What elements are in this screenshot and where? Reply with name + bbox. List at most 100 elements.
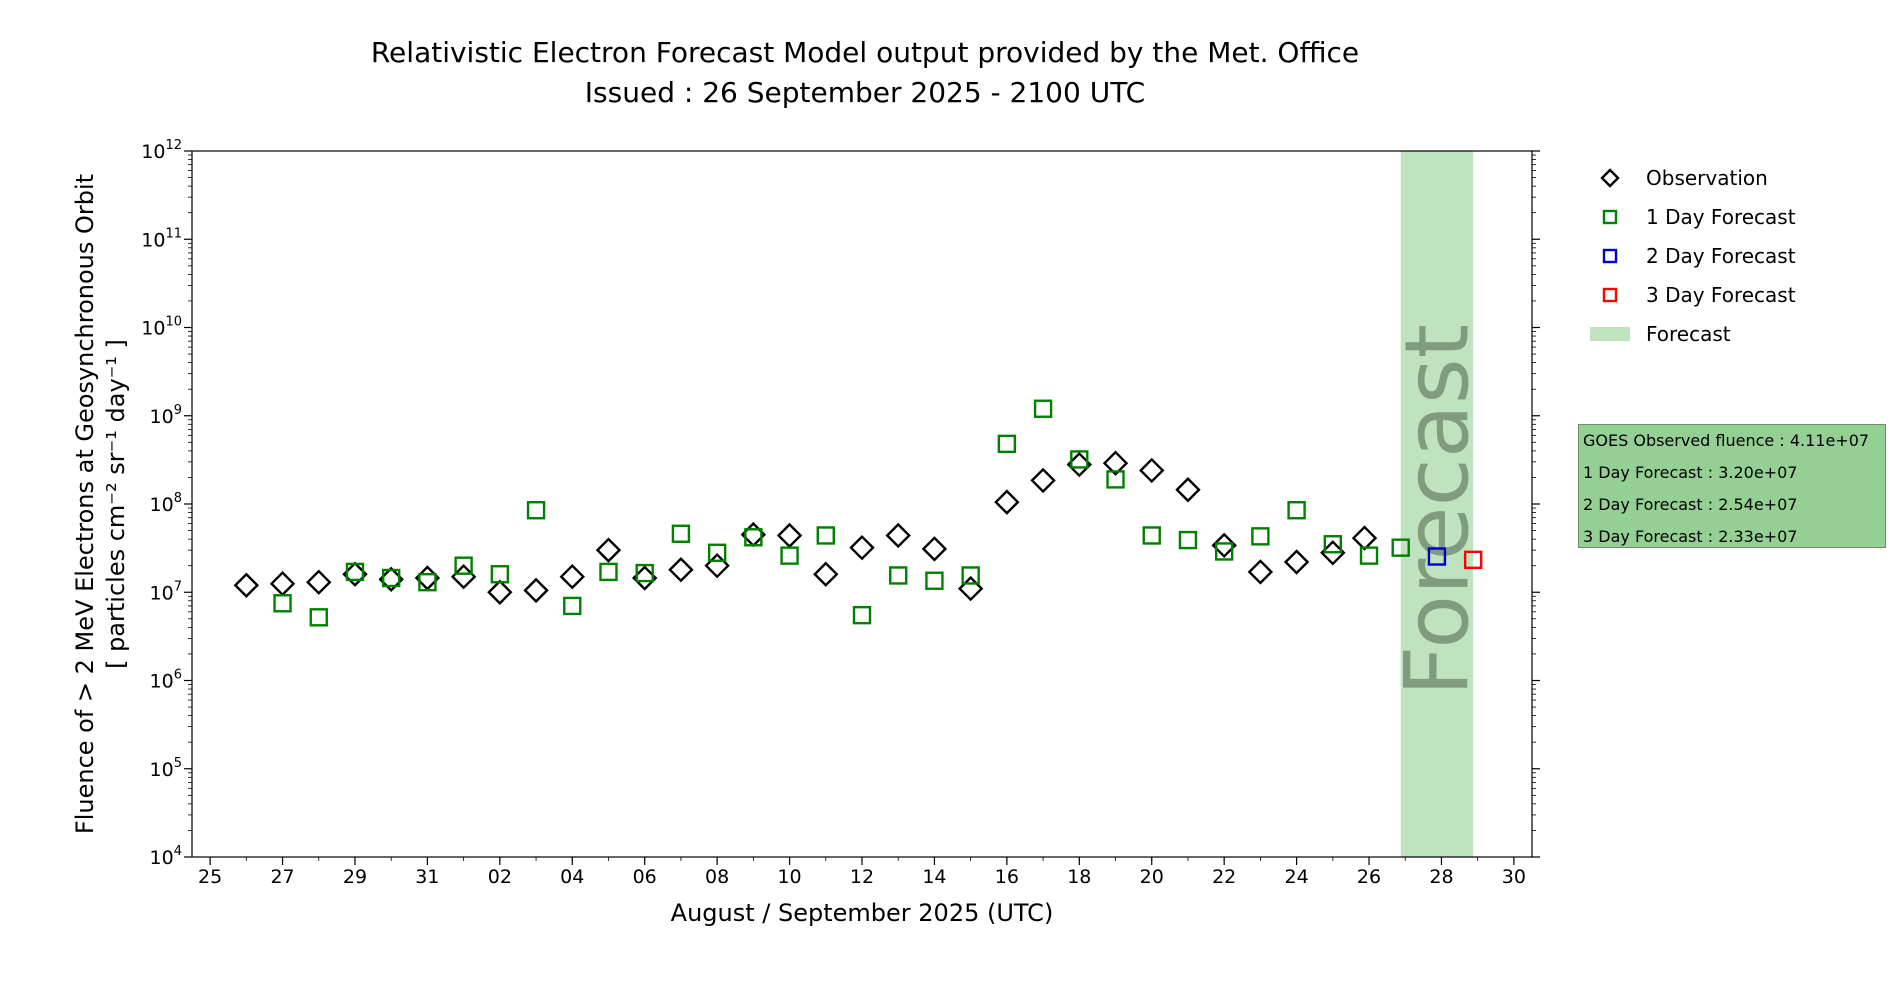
stats-3-day-forecast: 3 Day Forecast : 2.33e+07 xyxy=(1583,527,1798,546)
legend-label: Observation xyxy=(1646,166,1768,190)
x-tick-label: 08 xyxy=(705,866,729,888)
legend-label: 3 Day Forecast xyxy=(1646,283,1796,307)
y-tick-label: 107 xyxy=(150,579,182,604)
y-axis-label-line1: Fluence of > 2 MeV Electrons at Geosynch… xyxy=(71,174,99,834)
point-1-day-forecast xyxy=(671,524,691,543)
point-1-day-forecast xyxy=(1142,526,1161,545)
point-1-day-forecast xyxy=(925,571,944,590)
point-1-day-forecast xyxy=(1251,527,1270,546)
x-tick-label: 24 xyxy=(1285,866,1309,888)
point-1-day-forecast xyxy=(526,501,546,520)
point-1-day-forecast xyxy=(1070,450,1089,469)
point-observation xyxy=(994,489,1020,515)
point-observation xyxy=(559,564,585,590)
point-1-day-forecast xyxy=(816,526,835,545)
y-tick-label: 1011 xyxy=(141,226,182,251)
point-observation xyxy=(1175,477,1201,503)
point-1-day-forecast xyxy=(599,562,618,582)
legend-symbol-square xyxy=(1602,287,1618,303)
y-axis-label: Fluence of > 2 MeV Electrons at Geosynch… xyxy=(71,174,130,834)
point-1-day-forecast xyxy=(1359,546,1379,565)
point-observation xyxy=(306,569,332,595)
point-1-day-forecast xyxy=(1033,399,1053,418)
x-tick-label: 27 xyxy=(270,866,294,888)
point-observation xyxy=(1102,450,1129,476)
point-1-day-forecast xyxy=(454,556,473,575)
forecast-band xyxy=(1400,151,1474,857)
x-tick-label: 22 xyxy=(1212,866,1236,888)
plot-frame xyxy=(191,150,1533,858)
x-tick-label: 28 xyxy=(1429,866,1453,888)
x-tick-label: 16 xyxy=(995,866,1019,888)
point-1-day-forecast xyxy=(418,572,437,592)
point-3-day-forecast xyxy=(1463,550,1483,570)
x-tick-label: 02 xyxy=(488,866,512,888)
point-observation xyxy=(523,577,549,604)
x-tick-label: 30 xyxy=(1502,866,1526,888)
point-1-day-forecast xyxy=(961,566,980,585)
point-observation xyxy=(595,537,622,563)
point-1-day-forecast xyxy=(889,566,908,585)
stats-2-day-forecast: 2 Day Forecast : 2.54e+07 xyxy=(1583,495,1798,514)
point-1-day-forecast xyxy=(707,543,727,562)
point-1-day-forecast xyxy=(780,546,799,565)
point-observation xyxy=(233,572,260,598)
y-tick-label: 105 xyxy=(150,756,182,781)
y-tick-label: 104 xyxy=(150,844,182,869)
legend-symbol-square xyxy=(1602,209,1618,225)
point-observation xyxy=(704,552,730,579)
point-1-day-forecast xyxy=(309,608,328,627)
point-observation xyxy=(1030,467,1056,494)
x-tick-label: 20 xyxy=(1140,866,1164,888)
legend-label: 2 Day Forecast xyxy=(1646,244,1796,268)
y-tick-label: 108 xyxy=(150,491,182,516)
point-1-day-forecast xyxy=(744,528,763,547)
point-observation xyxy=(668,557,694,583)
forecast-band-label: Forecast xyxy=(1385,324,1488,696)
legend-label: Forecast xyxy=(1646,322,1731,346)
point-1-day-forecast xyxy=(563,596,582,616)
point-1-day-forecast xyxy=(1178,530,1198,550)
chart-title: Relativistic Electron Forecast Model out… xyxy=(370,36,1360,69)
x-tick-label: 10 xyxy=(777,866,801,888)
y-tick-label: 106 xyxy=(150,668,182,693)
point-observation xyxy=(487,579,513,605)
point-1-day-forecast xyxy=(1287,501,1306,520)
point-1-day-forecast xyxy=(273,594,292,613)
y-tick-label: 109 xyxy=(150,403,182,428)
legend-label: 1 Day Forecast xyxy=(1646,205,1796,229)
x-tick-label: 26 xyxy=(1357,866,1381,888)
chart-subtitle: Issued : 26 September 2025 - 2100 UTC xyxy=(584,76,1146,109)
x-axis-label: August / September 2025 (UTC) xyxy=(671,899,1054,927)
fluence-stats-box: GOES Observed fluence : 4.11e+07 1 Day F… xyxy=(1578,424,1886,548)
y-axis-label-line2: [ particles cm⁻² sr⁻¹ day⁻¹ ] xyxy=(102,339,130,669)
point-2-day-forecast xyxy=(1427,547,1447,566)
point-1-day-forecast xyxy=(852,605,872,625)
legend-symbol-patch xyxy=(1590,327,1630,341)
point-1-day-forecast xyxy=(997,434,1017,454)
point-1-day-forecast xyxy=(1106,470,1125,489)
point-observation xyxy=(1139,457,1165,484)
point-1-day-forecast xyxy=(345,562,365,582)
point-observation xyxy=(1211,532,1237,559)
y-tick-label: 1010 xyxy=(141,315,182,340)
point-observation xyxy=(849,534,875,561)
point-observation xyxy=(1283,549,1310,575)
point-observation xyxy=(776,522,803,549)
x-tick-label: 14 xyxy=(922,866,946,888)
point-observation xyxy=(921,536,948,562)
point-1-day-forecast xyxy=(490,565,510,584)
stats-goes-observed: GOES Observed fluence : 4.11e+07 xyxy=(1583,431,1870,450)
x-tick-label: 12 xyxy=(850,866,874,888)
point-observation xyxy=(813,561,839,587)
x-tick-label: 18 xyxy=(1067,866,1091,888)
x-tick-label: 25 xyxy=(198,866,222,888)
x-tick-label: 31 xyxy=(415,866,439,888)
x-tick-label: 04 xyxy=(560,866,584,888)
point-1-day-forecast xyxy=(1214,542,1234,561)
x-tick-label: 29 xyxy=(343,866,367,888)
legend-symbol-diamond xyxy=(1600,168,1620,188)
point-1-day-forecast xyxy=(1391,538,1410,557)
legend-symbol-square xyxy=(1602,248,1618,264)
